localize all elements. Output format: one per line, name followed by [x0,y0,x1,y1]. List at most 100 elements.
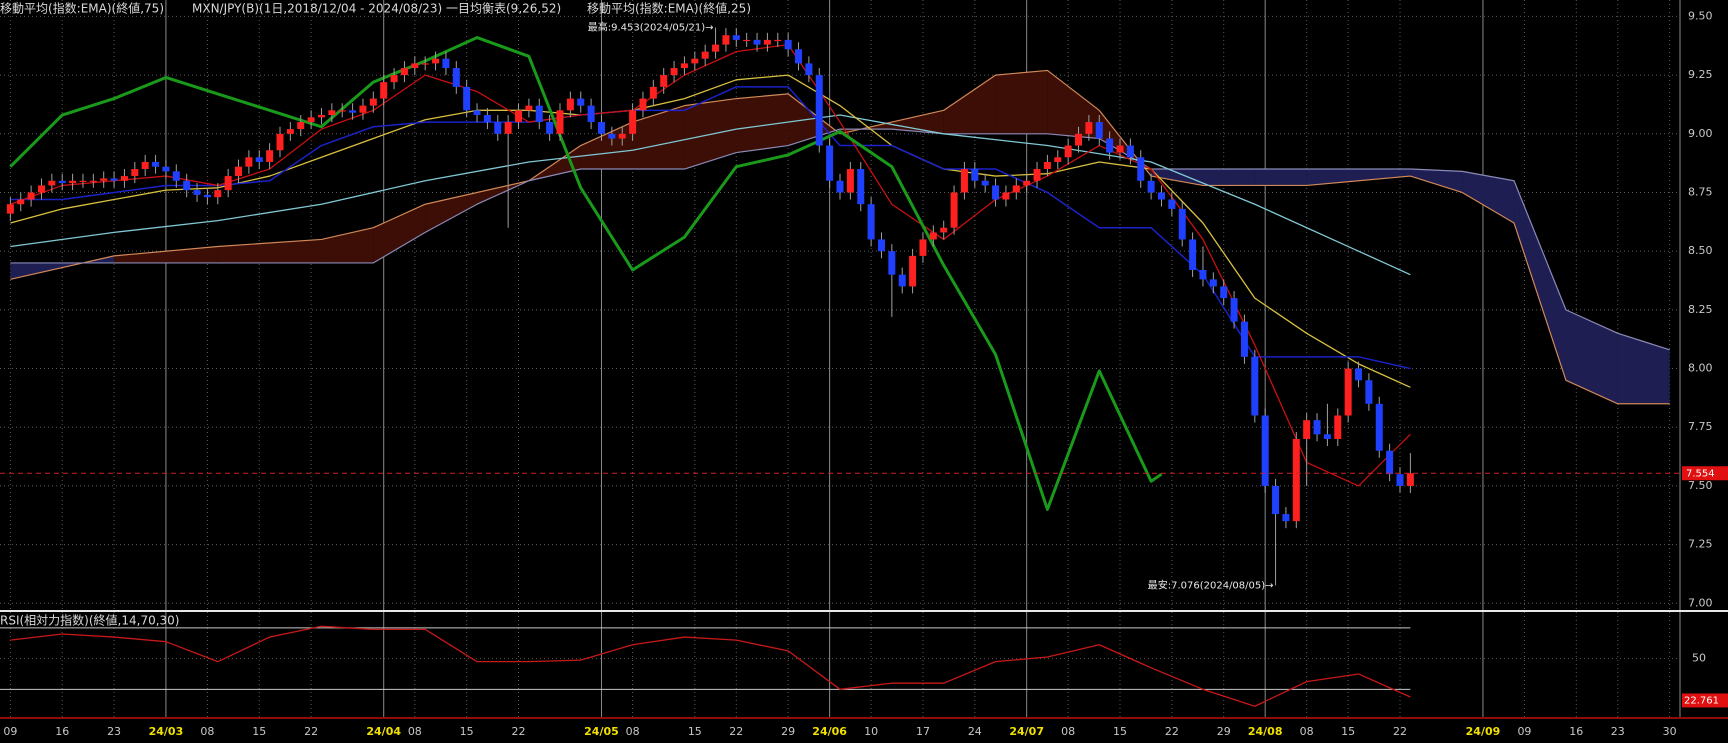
x-tick-label: 16 [55,725,69,738]
candle-body [69,180,77,184]
span-a [10,69,1670,405]
candle-body [1251,356,1259,416]
candle-body [929,232,937,240]
candle-body [390,75,398,83]
candle-body [566,98,574,111]
candle-body [535,105,543,123]
x-tick-label: 15 [1113,725,1127,738]
x-tick-label: 29 [781,725,795,738]
candle-body [494,122,502,134]
candle-body [37,185,45,193]
candle-body [369,98,377,106]
candle-body [670,68,678,76]
x-tick-label: 08 [408,725,422,738]
candle-body [27,192,35,200]
x-tick-label: 09 [1517,725,1531,738]
x-tick-label: 09 [3,725,17,738]
candle-body [836,180,844,193]
rsi-line [10,625,1411,707]
candle-body [805,63,813,76]
x-tick-label: 24/08 [1248,725,1283,738]
x-tick-label: 24 [968,725,982,738]
candle-body [701,51,709,59]
x-tick-label: 24/03 [149,725,184,738]
candle-body [276,133,284,151]
cloud [632,105,685,170]
candle-body [1168,199,1176,209]
candle-body [110,178,118,181]
candle-body [504,122,512,134]
x-tick-label: 15 [1341,725,1355,738]
candle-body [48,180,56,186]
candle-body [826,145,834,181]
rsi-value-box [1682,693,1728,708]
candle-body [867,204,875,240]
candle-body [950,192,958,228]
candle-body [1012,185,1020,193]
candle-body [1365,380,1373,404]
x-tick-label: 24/09 [1466,725,1501,738]
candle-body [1396,474,1404,486]
candle-body [473,110,481,116]
candle-body [442,58,450,69]
candle-body [1116,145,1124,153]
candle-body [846,169,854,193]
candle-body [753,39,761,45]
ema-line [10,114,1411,276]
cloud [373,204,426,263]
candle-body [120,176,128,181]
y-tick-label: 7.25 [1688,538,1713,551]
candle-body [1178,208,1186,240]
rsi-tick-label: 50 [1692,652,1706,665]
x-tick-label: 08 [1300,725,1314,738]
candle-body [556,110,564,134]
candle-body [89,180,97,182]
x-tick-label: 23 [1611,725,1625,738]
candle-body [629,110,637,134]
candle-body [245,157,253,167]
kijun-line [10,86,1411,370]
candle-body [1334,415,1342,439]
candle-body [400,68,408,76]
candle-body [1220,286,1228,299]
candle-body [317,115,325,118]
candle-body [380,82,388,99]
x-tick-label: 24/06 [812,725,847,738]
candle-body [141,161,149,170]
cloud [1410,169,1463,193]
candle-body [660,75,668,87]
candle-body [1095,122,1103,139]
candle-body [546,122,554,134]
legend-ema75: 移動平均(指数:EMA)(終値,75) [0,1,164,16]
candle-body [877,239,885,252]
candle-body [981,180,989,186]
candle-body [649,86,657,99]
candle-body [203,194,211,198]
x-tick-label: 17 [916,725,930,738]
candle-body [940,227,948,233]
candle-body [1355,368,1363,381]
candle-body [1075,133,1083,146]
candle-body [1189,239,1197,270]
candle-body [100,178,108,181]
y-tick-label: 8.00 [1688,362,1713,375]
x-tick-label: 22 [729,725,743,738]
annotation: 最安:7.076(2024/08/05)→ [1148,578,1274,591]
candle-body [452,68,460,87]
candle-body [411,63,419,69]
candle-body [1240,321,1248,357]
x-tick-label: 22 [304,725,318,738]
candle-body [774,39,782,42]
candle-body [421,63,429,65]
legend-ema25: 移動平均(指数:EMA)(終値,25) [587,1,751,16]
candle-body [1033,169,1041,181]
candle-body [1292,438,1300,522]
x-tick-label: 22 [1165,725,1179,738]
candle-body [214,190,222,198]
chart-title: MXN/JPY(B)(1日,2018/12/04 - 2024/08/23) [192,2,442,16]
x-tick-label: 22 [512,725,526,738]
x-tick-label: 16 [1569,725,1583,738]
cloud [943,75,996,134]
candle-body [691,58,699,64]
candle-body [732,35,740,40]
